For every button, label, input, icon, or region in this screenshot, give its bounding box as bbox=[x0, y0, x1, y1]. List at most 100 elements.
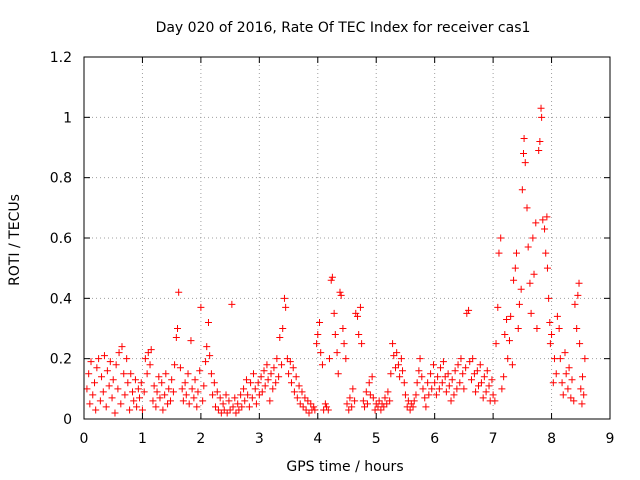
data-point bbox=[302, 406, 310, 414]
axis-ticks bbox=[83, 56, 611, 420]
data-point bbox=[131, 376, 139, 384]
data-point bbox=[390, 352, 398, 360]
data-point bbox=[535, 147, 543, 155]
chart-title: Day 020 of 2016, Rate Of TEC Index for r… bbox=[156, 20, 531, 36]
data-point bbox=[505, 337, 513, 345]
data-point bbox=[485, 382, 493, 390]
data-point bbox=[399, 367, 407, 375]
data-point bbox=[86, 400, 94, 408]
data-point bbox=[191, 376, 199, 384]
data-point bbox=[575, 279, 583, 287]
data-point bbox=[351, 397, 359, 405]
data-point bbox=[214, 406, 222, 414]
data-point bbox=[325, 355, 333, 363]
data-point bbox=[504, 355, 512, 363]
data-point bbox=[196, 367, 204, 375]
y-tick-label: 0.2 bbox=[50, 352, 72, 368]
data-point bbox=[193, 403, 201, 411]
data-point bbox=[176, 364, 184, 372]
data-point bbox=[389, 340, 397, 348]
data-point bbox=[515, 300, 523, 308]
data-point bbox=[254, 379, 262, 387]
data-point bbox=[299, 403, 307, 411]
data-point bbox=[328, 273, 336, 281]
data-point bbox=[87, 358, 95, 366]
data-point bbox=[252, 400, 260, 408]
data-point bbox=[219, 400, 227, 408]
x-axis-label: GPS time / hours bbox=[286, 459, 403, 475]
data-point bbox=[520, 150, 528, 158]
data-point bbox=[296, 400, 304, 408]
data-point bbox=[171, 361, 179, 369]
data-point bbox=[220, 406, 228, 414]
y-tick-label: 0.4 bbox=[50, 291, 72, 307]
data-point bbox=[152, 403, 160, 411]
data-point bbox=[310, 403, 318, 411]
data-point bbox=[543, 213, 551, 221]
data-point bbox=[184, 370, 192, 378]
data-point bbox=[179, 397, 187, 405]
data-point bbox=[491, 397, 499, 405]
data-point bbox=[245, 403, 253, 411]
data-point bbox=[401, 391, 409, 399]
data-point bbox=[429, 361, 437, 369]
data-point bbox=[416, 355, 424, 363]
data-point bbox=[226, 406, 234, 414]
data-point bbox=[316, 318, 324, 326]
x-tick-label: 9 bbox=[606, 431, 615, 447]
x-tick-label: 6 bbox=[430, 431, 439, 447]
data-point bbox=[529, 234, 537, 242]
data-point bbox=[483, 367, 491, 375]
data-point bbox=[435, 385, 443, 393]
data-point bbox=[549, 379, 557, 387]
data-point bbox=[290, 388, 298, 396]
data-point bbox=[111, 409, 119, 417]
data-point bbox=[92, 406, 100, 414]
data-point bbox=[482, 388, 490, 396]
data-point bbox=[546, 318, 554, 326]
data-point bbox=[229, 403, 237, 411]
data-point bbox=[231, 394, 239, 402]
data-point bbox=[538, 113, 546, 121]
data-point bbox=[448, 376, 456, 384]
data-point bbox=[550, 355, 558, 363]
data-point bbox=[197, 303, 205, 311]
data-point bbox=[149, 397, 157, 405]
data-point bbox=[456, 379, 464, 387]
y-tick-label: 0.8 bbox=[50, 171, 72, 187]
data-point bbox=[318, 361, 326, 369]
data-point bbox=[369, 394, 377, 402]
data-point bbox=[362, 388, 370, 396]
data-point bbox=[342, 355, 350, 363]
data-point bbox=[407, 400, 415, 408]
data-point bbox=[419, 385, 427, 393]
data-point bbox=[392, 364, 400, 372]
data-point bbox=[207, 370, 215, 378]
data-point bbox=[194, 388, 202, 396]
data-point bbox=[138, 406, 146, 414]
data-point bbox=[298, 388, 306, 396]
data-point bbox=[500, 373, 508, 381]
data-point bbox=[102, 403, 110, 411]
data-point bbox=[510, 276, 518, 284]
data-point bbox=[334, 370, 342, 378]
data-point bbox=[434, 373, 442, 381]
data-point bbox=[498, 385, 506, 393]
data-point bbox=[568, 376, 576, 384]
data-point bbox=[441, 373, 449, 381]
data-point bbox=[249, 370, 257, 378]
data-point bbox=[574, 291, 582, 299]
data-point bbox=[431, 379, 439, 387]
data-point bbox=[257, 373, 265, 381]
data-point bbox=[313, 340, 321, 348]
data-point bbox=[368, 373, 376, 381]
data-point bbox=[166, 397, 174, 405]
data-point bbox=[386, 397, 394, 405]
data-point bbox=[406, 406, 414, 414]
data-point bbox=[89, 391, 97, 399]
data-point bbox=[240, 385, 248, 393]
data-point bbox=[526, 279, 534, 287]
data-point bbox=[352, 309, 360, 317]
data-point bbox=[415, 367, 423, 375]
